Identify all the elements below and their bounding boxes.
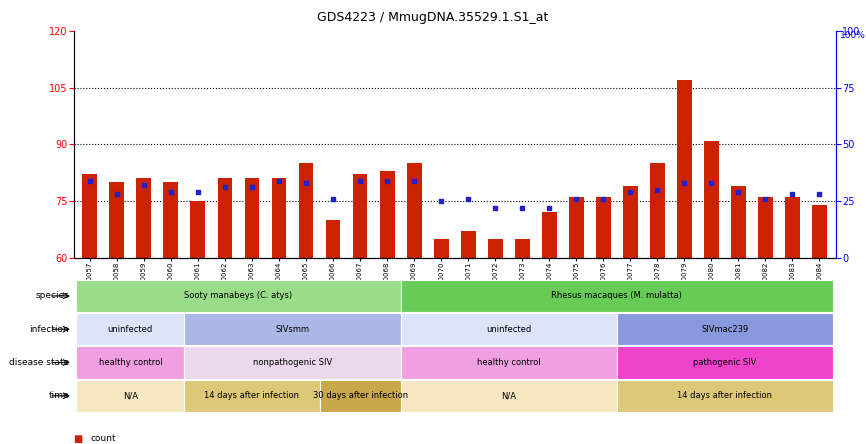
Point — [272, 177, 286, 184]
Text: healthy control: healthy control — [99, 358, 162, 367]
Point — [407, 177, 421, 184]
Point — [191, 188, 205, 195]
Point — [785, 190, 799, 198]
Bar — [217, 178, 232, 258]
Point — [677, 179, 691, 186]
Text: nonpathogenic SIV: nonpathogenic SIV — [253, 358, 333, 367]
Bar — [650, 163, 665, 258]
Text: N/A: N/A — [123, 391, 138, 400]
Point — [542, 204, 556, 211]
Point — [137, 182, 151, 189]
Text: species: species — [36, 291, 69, 301]
Text: infection: infection — [29, 325, 69, 334]
Point — [812, 190, 826, 198]
Bar — [407, 163, 422, 258]
Point — [434, 198, 448, 205]
Text: GDS4223 / MmugDNA.35529.1.S1_at: GDS4223 / MmugDNA.35529.1.S1_at — [317, 11, 549, 24]
Bar — [164, 182, 178, 258]
Point — [299, 179, 313, 186]
Point — [569, 195, 583, 202]
Point — [597, 195, 611, 202]
Bar — [542, 212, 557, 258]
Bar — [272, 178, 287, 258]
Text: 30 days after infection: 30 days after infection — [313, 391, 408, 400]
Point — [326, 195, 340, 202]
Text: ■: ■ — [74, 434, 83, 444]
Text: healthy control: healthy control — [477, 358, 540, 367]
Text: 14 days after infection: 14 days after infection — [204, 391, 300, 400]
Bar — [461, 231, 475, 258]
Point — [353, 177, 367, 184]
Text: N/A: N/A — [501, 391, 516, 400]
Bar — [569, 197, 584, 258]
Point — [759, 195, 772, 202]
Bar — [299, 163, 313, 258]
Bar — [785, 197, 800, 258]
Point — [650, 186, 664, 193]
Point — [515, 204, 529, 211]
Bar — [623, 186, 637, 258]
Text: count: count — [91, 434, 117, 443]
Point — [83, 177, 97, 184]
Text: Sooty manabeys (C. atys): Sooty manabeys (C. atys) — [184, 291, 293, 301]
Text: 14 days after infection: 14 days after infection — [677, 391, 772, 400]
Bar — [677, 80, 692, 258]
Bar — [244, 178, 260, 258]
Bar — [137, 178, 152, 258]
Bar — [82, 174, 97, 258]
Bar — [596, 197, 611, 258]
Text: SIVmac239: SIVmac239 — [701, 325, 748, 334]
Bar — [109, 182, 125, 258]
Point — [624, 188, 637, 195]
Point — [218, 184, 232, 191]
Point — [380, 177, 394, 184]
Bar — [326, 220, 340, 258]
Bar — [812, 205, 827, 258]
Bar — [758, 197, 772, 258]
Bar — [379, 171, 395, 258]
Bar — [352, 174, 367, 258]
Point — [110, 190, 124, 198]
Point — [732, 188, 746, 195]
Text: SIVsmm: SIVsmm — [275, 325, 309, 334]
Point — [245, 184, 259, 191]
Point — [164, 188, 178, 195]
Bar — [191, 201, 205, 258]
Point — [488, 204, 502, 211]
Point — [462, 195, 475, 202]
Text: Rhesus macaques (M. mulatta): Rhesus macaques (M. mulatta) — [552, 291, 682, 301]
Text: 100%: 100% — [840, 31, 866, 40]
Bar — [514, 239, 530, 258]
Bar — [488, 239, 502, 258]
Bar — [731, 186, 746, 258]
Text: disease state: disease state — [9, 358, 69, 367]
Bar — [434, 239, 449, 258]
Bar — [704, 141, 719, 258]
Point — [704, 179, 718, 186]
Text: pathogenic SIV: pathogenic SIV — [693, 358, 757, 367]
Text: uninfected: uninfected — [486, 325, 532, 334]
Text: time: time — [48, 391, 69, 400]
Text: uninfected: uninfected — [107, 325, 153, 334]
